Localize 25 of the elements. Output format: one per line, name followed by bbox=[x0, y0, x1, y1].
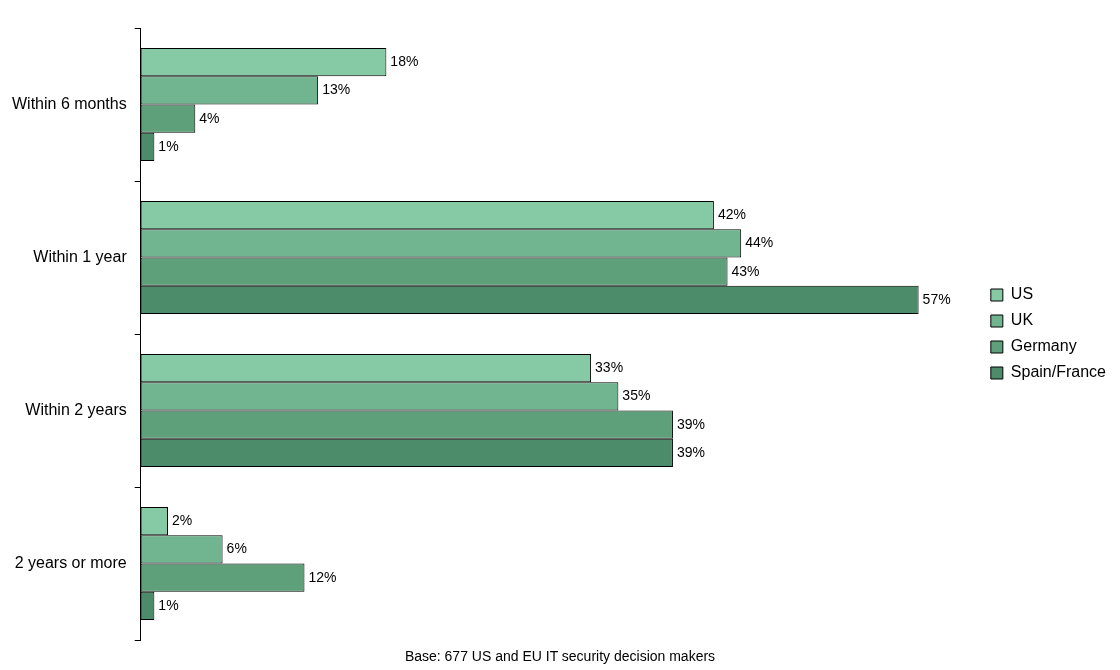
legend-label: US bbox=[1010, 285, 1034, 303]
data-label: 4% bbox=[199, 109, 220, 126]
y-tick-label: Within 2 years bbox=[25, 400, 127, 418]
data-label: 1% bbox=[158, 596, 179, 613]
data-label: 35% bbox=[622, 387, 651, 404]
data-label: 1% bbox=[158, 137, 179, 154]
data-label: 39% bbox=[676, 415, 705, 432]
data-label: 18% bbox=[390, 52, 419, 69]
data-label: 42% bbox=[717, 205, 746, 222]
data-label: 12% bbox=[308, 568, 337, 585]
data-label: 44% bbox=[745, 234, 774, 251]
data-label: 43% bbox=[731, 262, 760, 279]
data-label: 57% bbox=[922, 290, 951, 307]
data-label: 39% bbox=[676, 443, 705, 460]
legend-label: Spain/France bbox=[1010, 363, 1107, 381]
data-label: 33% bbox=[595, 358, 624, 375]
data-label: 2% bbox=[172, 511, 193, 528]
data-label: 6% bbox=[226, 540, 247, 557]
legend-label: UK bbox=[1010, 311, 1034, 329]
data-label: 13% bbox=[322, 81, 351, 98]
text: Base: 677 US and EU IT security decision makers bbox=[404, 647, 716, 664]
y-tick-label: 2 years or more bbox=[14, 553, 127, 571]
legend-label: Germany bbox=[1010, 337, 1077, 355]
y-tick-label: Within 1 year bbox=[33, 247, 128, 265]
y-tick-label: Within 6 months bbox=[11, 94, 127, 112]
